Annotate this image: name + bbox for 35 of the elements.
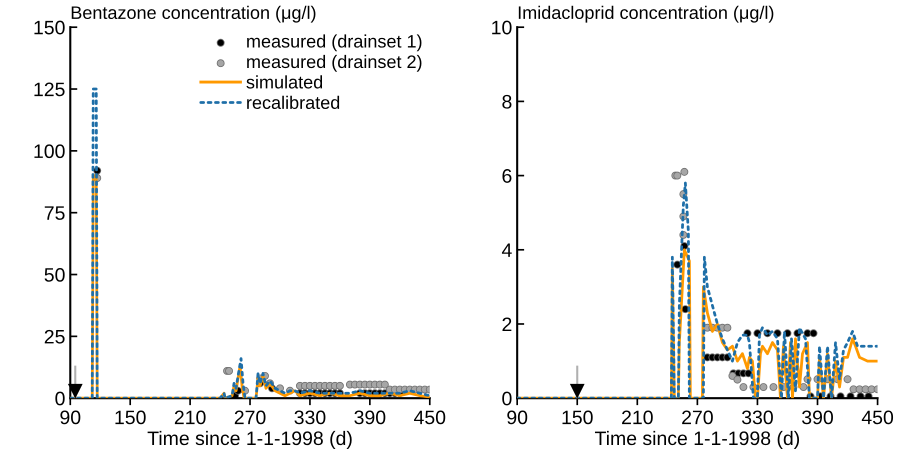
legend-label: measured (drainset 2) (247, 54, 422, 72)
x-tick-label: 450 (862, 410, 894, 424)
x-tick-label: 210 (174, 410, 206, 424)
y-tick-label: 10 (492, 20, 512, 34)
y-tick-label: 0 (502, 392, 512, 406)
x-tick-label: 390 (802, 410, 833, 424)
x-axis-title: Time since 1-1-1998 (d) (148, 430, 352, 450)
x-axis-title: Time since 1-1-1998 (d) (594, 430, 800, 450)
x-tick-label: 270 (234, 410, 266, 424)
x-tick-label: 450 (414, 410, 446, 424)
x-tick-label: 90 (507, 410, 528, 424)
legend-label: simulated (246, 75, 322, 89)
y-tick-label: 2 (502, 317, 512, 332)
chart-title: Bentazone concentration (μg/l) (72, 6, 316, 23)
y-tick-label: 50 (44, 268, 65, 282)
x-tick-label: 150 (562, 410, 593, 424)
x-tick-label: 90 (60, 410, 80, 424)
x-tick-label: 390 (354, 410, 386, 424)
legend-label: measured (drainset 1) (247, 34, 422, 52)
y-tick-label: 4 (502, 243, 512, 257)
y-tick-label: 0 (55, 392, 65, 406)
chart-title: Imidacloprid concentration (μg/l) (518, 6, 774, 23)
y-tick-label: 8 (502, 94, 512, 109)
legend-label: recalibrated (247, 96, 340, 110)
x-tick-label: 270 (682, 410, 713, 424)
x-tick-label: 330 (742, 410, 773, 424)
y-tick-label: 6 (502, 169, 512, 183)
y-tick-label: 150 (34, 20, 65, 34)
y-tick-label: 75 (44, 206, 65, 220)
y-tick-label: 125 (34, 82, 65, 96)
x-tick-label: 210 (622, 410, 653, 424)
y-tick-label: 100 (34, 144, 65, 158)
x-tick-label: 330 (294, 410, 326, 424)
y-tick-label: 25 (44, 330, 65, 344)
x-tick-label: 150 (115, 410, 146, 424)
